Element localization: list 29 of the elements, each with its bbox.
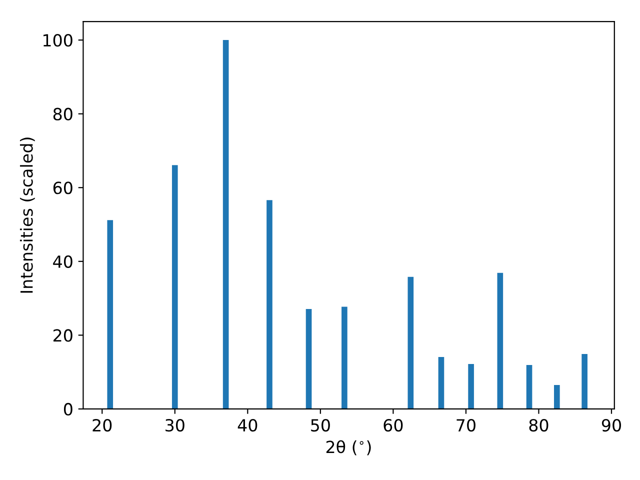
y-tick-label: 80 (53, 108, 72, 120)
bar (172, 165, 178, 409)
x-tick-label: 40 (238, 418, 258, 432)
bar (438, 356, 444, 409)
bar (222, 40, 229, 409)
bar (107, 220, 114, 409)
y-tick-label: 60 (53, 182, 72, 194)
x-axis-title: 2θ ($^{∘}$) (326, 440, 371, 456)
y-tick-label: 40 (53, 255, 72, 268)
bar (526, 365, 532, 409)
bar (554, 384, 560, 409)
bar (266, 200, 272, 409)
x-tick-label: 50 (311, 418, 330, 432)
x-tick-label: 70 (456, 418, 476, 432)
bar (408, 276, 414, 409)
y-axis-title: Intensities (scaled) (20, 138, 35, 293)
x-tick-label: 60 (384, 418, 403, 432)
y-tick-label: 100 (43, 34, 72, 47)
bar (497, 272, 504, 409)
x-tick-label: 90 (602, 418, 621, 432)
y-tick-label: 20 (53, 329, 72, 342)
x-tick-label: 80 (529, 418, 548, 432)
bar (582, 354, 588, 409)
x-tick-label: 30 (166, 418, 184, 432)
x-tick-label: 20 (92, 418, 112, 432)
bar (342, 306, 348, 409)
bar (306, 308, 312, 409)
y-tick-label: 0 (64, 402, 72, 416)
bar (468, 364, 474, 409)
